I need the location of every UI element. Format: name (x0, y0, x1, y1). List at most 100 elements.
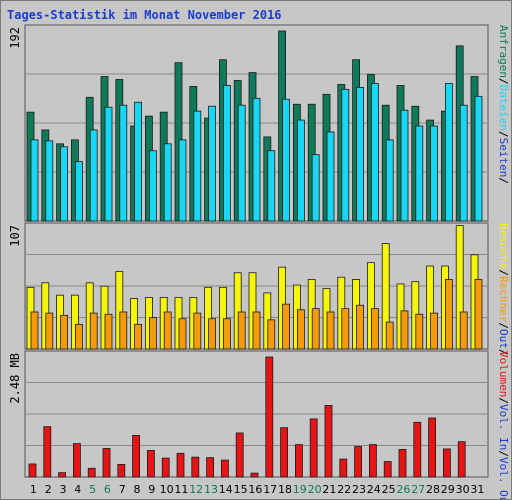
bar-dateien-day-1 (30, 139, 39, 222)
bar-volumen-day-15 (235, 432, 244, 478)
bar-rechner-day-4 (75, 323, 83, 350)
bar-volumen-day-24 (368, 444, 377, 478)
bar-dateien-day-16 (252, 97, 261, 222)
bar-rechner-day-3 (60, 314, 68, 350)
bar-dateien-day-12 (193, 110, 202, 222)
x-tick-label-29: 29 (441, 483, 455, 496)
bar-rechner-day-16 (252, 311, 261, 350)
legend-item: Seiten (497, 138, 510, 178)
bar-volumen-day-1 (28, 463, 37, 478)
bar-rechner-day-6 (104, 313, 113, 350)
bar-rechner-day-31 (474, 279, 483, 350)
x-tick-label-10: 10 (160, 483, 174, 496)
legend-separator: / (497, 450, 510, 457)
bar-rechner-day-23 (356, 304, 365, 350)
x-tick-label-5: 5 (89, 483, 96, 496)
bar-volumen-day-9 (146, 449, 155, 478)
bar-rechner-day-10 (163, 311, 172, 350)
legend-item: Rechner (497, 276, 510, 323)
x-tick-label-27: 27 (411, 483, 425, 496)
bar-volumen-day-14 (220, 459, 229, 478)
legend-bottom: Volumen/Vol. In/Vol. Out/ (497, 351, 510, 500)
bar-rechner-day-13 (208, 318, 217, 350)
bar-dateien-day-25 (385, 139, 394, 222)
bar-rechner-day-20 (311, 308, 320, 350)
bar-rechner-day-17 (267, 319, 276, 350)
bar-dateien-day-17 (267, 150, 276, 222)
bar-dateien-day-10 (163, 143, 172, 222)
bar-dateien-day-27 (415, 125, 424, 222)
bar-volumen-day-27 (413, 421, 422, 478)
bar-dateien-day-20 (311, 154, 320, 222)
bar-volumen-day-12 (191, 456, 200, 478)
bar-rechner-day-26 (400, 310, 409, 350)
bar-dateien-day-2 (45, 140, 54, 222)
bar-rechner-day-19 (296, 309, 305, 350)
x-tick-label-17: 17 (263, 483, 277, 496)
x-tick-label-31: 31 (470, 483, 484, 496)
bar-rechner-day-1 (30, 311, 39, 350)
x-tick-label-16: 16 (248, 483, 262, 496)
bar-volumen-day-20 (309, 418, 318, 478)
bar-dateien-day-9 (148, 150, 157, 222)
x-tick-label-19: 19 (293, 483, 307, 496)
bar-volumen-day-8 (132, 434, 141, 478)
bar-rechner-day-27 (415, 313, 424, 350)
bar-volumen-day-23 (354, 446, 363, 478)
legend-separator: / (497, 269, 510, 276)
bar-dateien-day-24 (370, 83, 379, 222)
bar-rechner-day-18 (282, 303, 291, 350)
x-tick-label-30: 30 (456, 483, 470, 496)
bar-volumen-day-2 (43, 426, 52, 478)
bar-rechner-day-12 (193, 312, 202, 350)
x-tick-label-9: 9 (148, 483, 155, 496)
bar-dateien-day-5 (89, 129, 98, 222)
bar-dateien-day-6 (104, 106, 113, 222)
legend-separator: / (497, 349, 510, 356)
bar-rechner-day-21 (326, 311, 335, 350)
bar-rechner-day-9 (148, 317, 157, 350)
legend-item: Dateien (497, 85, 510, 131)
bar-volumen-day-26 (398, 449, 407, 478)
bar-dateien-day-21 (326, 131, 335, 222)
legend-item: Besuche (497, 223, 510, 269)
x-tick-label-26: 26 (396, 483, 410, 496)
bar-volumen-day-6 (102, 448, 111, 478)
bar-besuche-day-15 (233, 272, 242, 350)
bar-dateien-day-3 (60, 146, 68, 222)
x-tick-label-2: 2 (45, 483, 52, 496)
x-tick-label-21: 21 (322, 483, 336, 496)
bar-dateien-day-18 (282, 98, 291, 222)
bar-rechner-day-29 (444, 279, 453, 350)
x-tick-label-13: 13 (204, 483, 218, 496)
bar-volumen-day-10 (161, 457, 170, 478)
bar-rechner-day-7 (119, 311, 128, 350)
bar-dateien-day-4 (75, 161, 83, 222)
bar-volumen-day-21 (324, 404, 333, 478)
x-tick-label-8: 8 (134, 483, 141, 496)
bar-volumen-day-18 (280, 427, 289, 478)
x-tick-label-24: 24 (367, 483, 381, 496)
bar-volumen-day-22 (339, 458, 348, 478)
bar-rechner-day-11 (178, 318, 187, 350)
bar-dateien-day-8 (134, 101, 143, 222)
bar-dateien-day-28 (430, 125, 439, 222)
bar-dateien-day-26 (400, 109, 409, 222)
bar-rechner-day-28 (430, 312, 439, 350)
bar-volumen-day-28 (428, 417, 437, 478)
legend-separator: / (497, 131, 510, 138)
bar-volumen-day-13 (206, 457, 215, 478)
legend-item: Volumen (497, 351, 510, 397)
bar-rechner-day-30 (459, 311, 468, 350)
legend-separator: / (497, 78, 510, 85)
y-max-label-middle: 107 (8, 225, 22, 247)
y-max-label-bottom: 2.48 MB (8, 353, 22, 404)
bar-besuche-day-7 (115, 271, 124, 350)
bar-rechner-day-5 (89, 312, 98, 350)
bar-besuche-day-25 (381, 243, 390, 350)
x-tick-label-23: 23 (352, 483, 366, 496)
legend-separator: / (497, 322, 510, 329)
legend-separator: / (497, 177, 510, 184)
bar-dateien-day-19 (296, 119, 305, 222)
